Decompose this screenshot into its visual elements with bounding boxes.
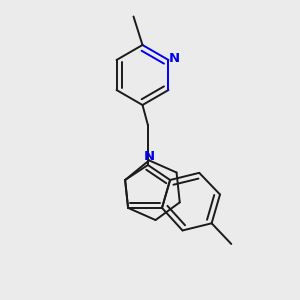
Text: N: N xyxy=(144,150,155,163)
Text: N: N xyxy=(168,52,179,65)
